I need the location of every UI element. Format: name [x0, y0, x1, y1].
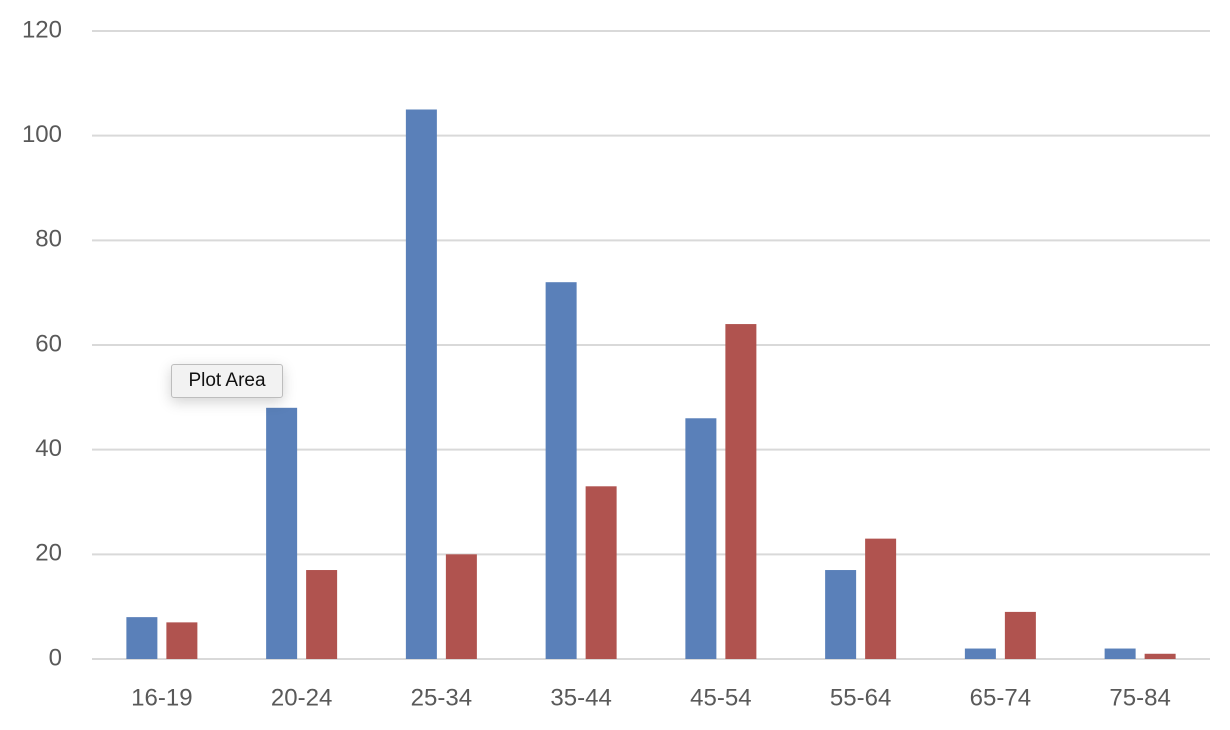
bar: [1144, 653, 1176, 659]
y-tick-label: 20: [35, 540, 62, 567]
y-tick-label: 100: [22, 121, 62, 148]
bar: [725, 324, 757, 659]
x-tick-label: 75-84: [1109, 684, 1170, 711]
y-tick-label: 80: [35, 226, 62, 253]
bar: [545, 282, 577, 659]
x-tick-label: 20-24: [271, 684, 332, 711]
x-tick-label: 55-64: [830, 684, 891, 711]
y-tick-label: 0: [49, 644, 62, 671]
x-tick-label: 25-34: [411, 684, 472, 711]
bar: [166, 622, 198, 659]
x-tick-label: 35-44: [550, 684, 611, 711]
bar: [126, 617, 158, 659]
x-tick-label: 65-74: [970, 684, 1031, 711]
bar: [266, 407, 298, 659]
bar: [685, 418, 717, 659]
bar: [445, 554, 477, 659]
tooltip: Plot Area: [171, 364, 283, 398]
x-tick-label: 45-54: [690, 684, 751, 711]
bar: [825, 570, 857, 659]
bar: [405, 109, 437, 659]
bar: [964, 648, 996, 659]
bar: [585, 486, 617, 659]
bar: [865, 538, 897, 659]
y-tick-label: 40: [35, 435, 62, 462]
bar: [1004, 611, 1036, 659]
bar: [306, 570, 338, 659]
x-tick-label: 16-19: [131, 684, 192, 711]
bar: [1104, 648, 1136, 659]
y-tick-label: 60: [35, 330, 62, 357]
y-tick-label: 120: [22, 16, 62, 43]
